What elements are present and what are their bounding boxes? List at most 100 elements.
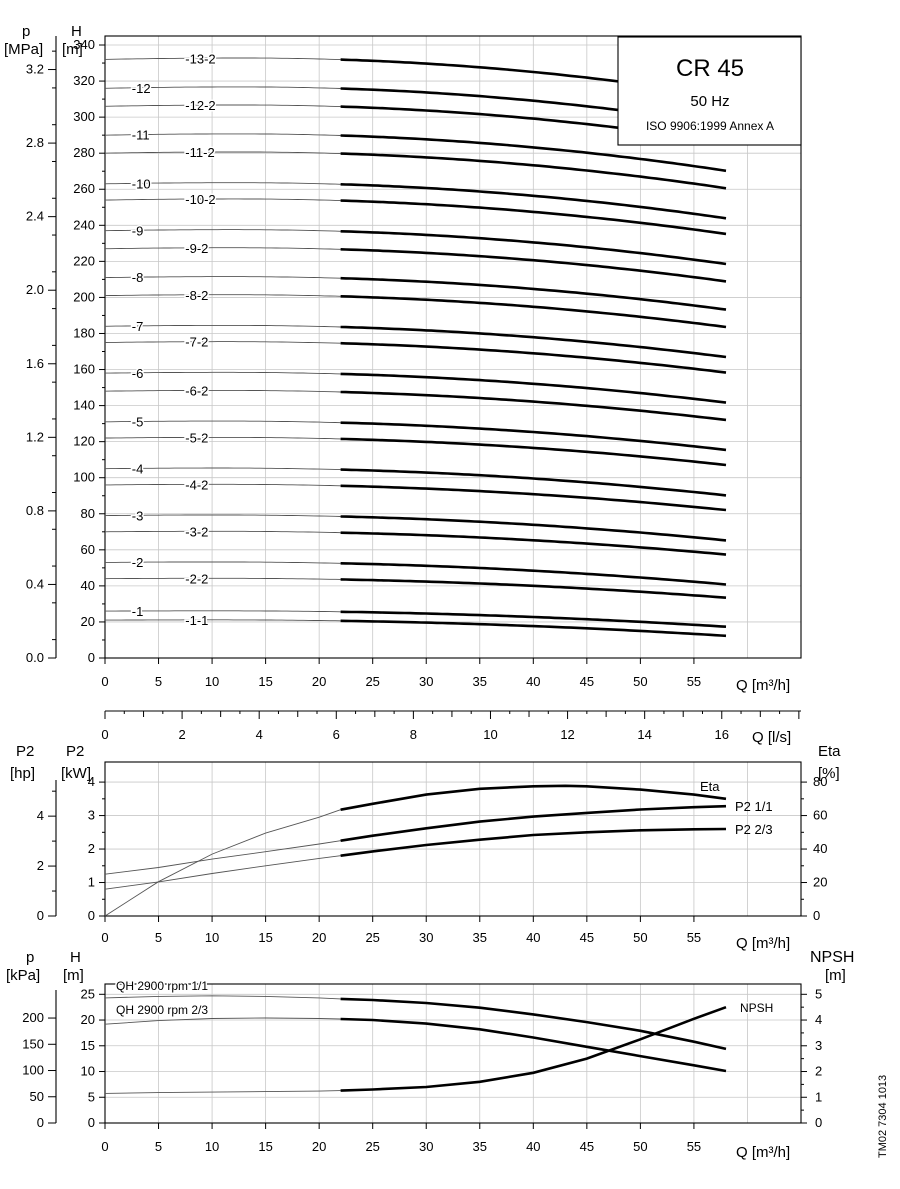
flow-ls-tick-label: 2	[178, 727, 185, 742]
npsh-x-tick-label: 15	[258, 1139, 272, 1154]
flow-ls-ticks: 0 2 4 6 8 10 12 14 16	[101, 711, 800, 742]
power-x-tick-label: 40	[526, 930, 540, 945]
npsh-head-axis-unit: [m]	[63, 967, 84, 984]
npsh-curves	[104, 995, 727, 1094]
pressure-axis-title: p	[22, 23, 30, 40]
flow-ls-axis: 0 2 4 6 8 10 12 14 16 Q [l/s]	[101, 710, 801, 746]
head-curve-thick	[340, 390, 727, 422]
head-curve-thick	[340, 295, 727, 329]
head-curve-thin	[104, 294, 341, 297]
head-curve-label: -13-2	[185, 51, 215, 66]
head-curve-thick	[340, 562, 727, 586]
head-curve-thick	[340, 372, 727, 404]
npsh-x-tick-label: 45	[580, 1139, 594, 1154]
npsh-curve-label: QH 2900 rpm 2/3	[116, 1003, 208, 1017]
pressure-tick-label: 0.0	[26, 650, 44, 665]
npsh-x-tick-label: 20	[312, 1139, 326, 1154]
flow-ls-tick-label: 16	[715, 727, 729, 742]
head-x-tick-label: 45	[580, 674, 594, 689]
npsh-tick-label: 1	[815, 1089, 822, 1104]
head-curve-thick	[340, 199, 727, 236]
chart-standard: ISO 9906:1999 Annex A	[646, 119, 774, 133]
head-curve-thick	[340, 341, 727, 374]
head-y-tick-label: 320	[73, 73, 95, 88]
head-x-tick-label: 0	[101, 674, 108, 689]
head-y-tick-label: 200	[73, 289, 95, 304]
power-curve-label: P2 2/3	[735, 822, 773, 837]
kpa-axis-title: p	[26, 949, 34, 966]
eta-tick-label: 80	[813, 774, 827, 789]
pressure-axis-unit: [MPa]	[4, 41, 43, 58]
head-curve-thin	[104, 389, 341, 393]
head-curve-label: -8-2	[185, 288, 208, 303]
head-y-tick-label: 340	[73, 37, 95, 52]
head-curve-label: -2	[132, 555, 144, 570]
power-x-tick-label: 35	[473, 930, 487, 945]
pressure-tick-label: 0.4	[26, 576, 44, 591]
head-curve-thin	[105, 371, 341, 375]
npsh-head-tick-label: 25	[81, 986, 95, 1001]
npsh-x-tick-label: 25	[365, 1139, 379, 1154]
pressure-tick-label: 1.2	[26, 429, 44, 444]
footer-code: TM02 7304 1013	[877, 1075, 889, 1158]
head-axis-title: H	[71, 23, 82, 40]
npsh-head-tick-label: 0	[88, 1115, 95, 1130]
head-curve-label: -8	[132, 270, 144, 285]
npsh-curve-thin	[104, 1017, 341, 1025]
head-curve-label: -9-2	[185, 241, 208, 256]
pressure-tick-label: 3.2	[26, 62, 44, 77]
head-curve-thick	[340, 134, 727, 173]
npsh-x-tick-label: 0	[101, 1139, 108, 1154]
head-x-tick-label: 25	[365, 674, 379, 689]
eta-tick-label: 40	[813, 841, 827, 856]
power-x-tick-label: 55	[687, 930, 701, 945]
head-curve-label: -2-2	[185, 571, 208, 586]
head-curve-thick	[340, 230, 727, 266]
npsh-curve-thick	[340, 1017, 727, 1073]
pressure-tick-label: 1.6	[26, 356, 44, 371]
head-curve-label: -9	[132, 223, 144, 238]
hp-axis-title: P2	[16, 743, 34, 760]
head-curve-thin	[104, 57, 341, 61]
npsh-tick-label: 3	[815, 1038, 822, 1053]
head-x-tick-label: 15	[258, 674, 272, 689]
head-y-tick-label: 300	[73, 109, 95, 124]
head-y-tick-label: 280	[73, 145, 95, 160]
title-box: CR 45 50 Hz ISO 9906:1999 Annex A	[617, 36, 802, 146]
power-x-axis-title: Q [m³/h]	[736, 935, 790, 952]
head-curve-thin	[104, 577, 341, 580]
power-curve-thin	[104, 809, 341, 917]
power-x-tick-label: 15	[258, 930, 272, 945]
head-y-tick-label: 260	[73, 181, 95, 196]
flow-ls-tick-label: 10	[483, 727, 497, 742]
pressure-tick-label: 0.8	[26, 503, 44, 518]
head-curve-label: -7	[132, 319, 144, 334]
head-curve-thin	[105, 436, 341, 440]
kw-tick-label: 2	[88, 841, 95, 856]
head-curve-thick	[340, 531, 727, 556]
flow-ls-tick-label: 0	[101, 727, 108, 742]
head-x-tick-label: 55	[687, 674, 701, 689]
npsh-tick-label: 4	[815, 1012, 822, 1027]
head-x-tick-label: 50	[633, 674, 647, 689]
head-y-tick-label: 60	[81, 542, 95, 557]
power-x-tick-label: 30	[419, 930, 433, 945]
npsh-curve-label: QH 2900 rpm 1/1	[116, 979, 208, 993]
head-curve-thin	[104, 133, 341, 136]
head-curve-thick	[340, 183, 727, 220]
head-curve-thin	[105, 561, 341, 564]
npsh-x-tick-label: 55	[687, 1139, 701, 1154]
eta-tick-label: 0	[813, 908, 820, 923]
npsh-head-axis-title: H	[70, 949, 81, 966]
head-curve-label: -5	[132, 415, 144, 430]
head-curve-label: -5-2	[185, 430, 208, 445]
head-curve-thin	[104, 341, 341, 344]
power-x-tick-label: 50	[633, 930, 647, 945]
head-y-tick-label: 0	[88, 650, 95, 665]
kpa-tick-label: 50	[30, 1089, 44, 1104]
head-x-axis-title: Q [m³/h]	[736, 677, 790, 694]
